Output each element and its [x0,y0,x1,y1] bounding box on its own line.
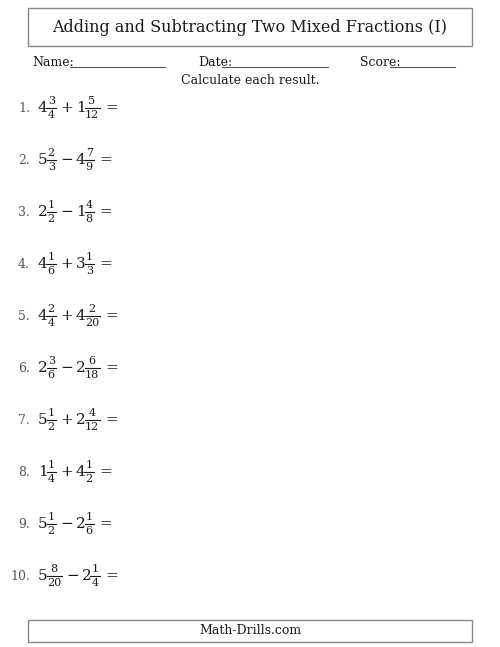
Text: 20: 20 [47,578,61,587]
Text: =: = [105,413,118,427]
Text: 10.: 10. [10,569,30,582]
Text: 4: 4 [76,153,86,167]
Text: 1: 1 [86,461,93,470]
Text: 2: 2 [76,517,86,531]
Text: =: = [105,569,118,583]
Text: 2: 2 [82,569,91,583]
FancyBboxPatch shape [28,620,472,642]
Text: =: = [105,101,118,115]
Text: 1: 1 [86,512,93,523]
Text: 4: 4 [88,408,96,419]
Text: −: − [60,517,74,531]
Text: 6: 6 [48,369,55,380]
Text: 1: 1 [48,512,55,523]
Text: 5: 5 [38,413,48,427]
Text: 4: 4 [38,309,48,323]
Text: 2: 2 [48,525,55,536]
Text: 2: 2 [48,305,55,314]
Text: 6.: 6. [18,362,30,375]
Text: 5: 5 [88,96,96,107]
Text: 3: 3 [48,96,55,107]
Text: −: − [60,361,74,375]
Text: 6: 6 [86,525,93,536]
Text: Date:: Date: [198,56,232,69]
Text: 3: 3 [76,257,86,271]
Text: 4: 4 [48,109,55,120]
Text: 1: 1 [91,564,98,575]
Text: +: + [60,257,74,271]
Text: 1: 1 [48,201,55,210]
Text: 1: 1 [76,205,86,219]
Text: 3: 3 [48,356,55,366]
Text: 4: 4 [38,257,48,271]
Text: Adding and Subtracting Two Mixed Fractions (I): Adding and Subtracting Two Mixed Fractio… [52,19,448,36]
Text: 1: 1 [76,101,86,115]
Text: 4: 4 [76,465,86,479]
Text: 4: 4 [48,474,55,483]
Text: +: + [60,309,74,323]
Text: 2: 2 [38,361,48,375]
Text: 5: 5 [38,569,48,583]
Text: −: − [66,569,79,583]
Text: 18: 18 [85,369,99,380]
Text: 8.: 8. [18,465,30,479]
Text: =: = [100,153,112,167]
Text: 1: 1 [48,408,55,419]
FancyBboxPatch shape [28,8,472,46]
Text: 4: 4 [48,318,55,327]
Text: Name:: Name: [32,56,74,69]
Text: 20: 20 [85,318,99,327]
Text: 2: 2 [76,413,86,427]
Text: 4: 4 [76,309,86,323]
Text: =: = [100,257,112,271]
Text: 8: 8 [86,214,93,223]
Text: 2: 2 [48,421,55,432]
Text: 5.: 5. [18,309,30,322]
Text: 1: 1 [38,465,48,479]
Text: 1.: 1. [18,102,30,115]
Text: 9: 9 [86,162,93,171]
Text: =: = [100,465,112,479]
Text: Math-Drills.com: Math-Drills.com [199,624,301,637]
Text: 6: 6 [88,356,96,366]
Text: =: = [100,517,112,531]
Text: 2: 2 [88,305,96,314]
Text: 7: 7 [86,149,93,159]
Text: =: = [105,361,118,375]
Text: 6: 6 [48,265,55,276]
Text: 2: 2 [48,214,55,223]
Text: 2.: 2. [18,153,30,166]
Text: 8: 8 [50,564,58,575]
Text: 3.: 3. [18,206,30,219]
Text: Calculate each result.: Calculate each result. [181,74,320,87]
Text: −: − [60,153,74,167]
Text: 4: 4 [38,101,48,115]
Text: +: + [60,101,74,115]
Text: 9.: 9. [18,518,30,531]
Text: 12: 12 [85,421,99,432]
Text: =: = [100,205,112,219]
Text: =: = [105,309,118,323]
Text: 2: 2 [38,205,48,219]
Text: −: − [60,205,74,219]
Text: 4: 4 [91,578,98,587]
Text: 1: 1 [48,461,55,470]
Text: 3: 3 [48,162,55,171]
Text: +: + [60,465,74,479]
Text: 4: 4 [86,201,93,210]
Text: +: + [60,413,74,427]
Text: Score:: Score: [360,56,401,69]
Text: 5: 5 [38,517,48,531]
Text: 2: 2 [86,474,93,483]
Text: 2: 2 [48,149,55,159]
Text: 3: 3 [86,265,93,276]
Text: 5: 5 [38,153,48,167]
Text: 7.: 7. [18,413,30,426]
Text: 2: 2 [76,361,86,375]
Text: 12: 12 [85,109,99,120]
Text: 1: 1 [86,252,93,263]
Text: 1: 1 [48,252,55,263]
Text: 4.: 4. [18,258,30,270]
